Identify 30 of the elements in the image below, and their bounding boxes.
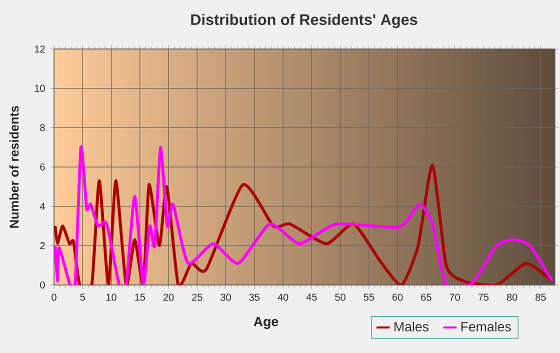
y-tick-label: 0 bbox=[40, 281, 45, 289]
x-tick-label: 85 bbox=[536, 294, 546, 301]
x-axis-title: Age bbox=[254, 316, 278, 329]
x-tick-label: 20 bbox=[163, 294, 174, 301]
y-tick-label: 10 bbox=[34, 84, 45, 92]
chart-title: Distribution of Residents' Ages bbox=[191, 14, 418, 28]
x-tick-label: 10 bbox=[106, 294, 116, 301]
y-tick-label: 12 bbox=[34, 46, 45, 52]
x-tick-label: 65 bbox=[421, 294, 432, 301]
x-tick-label: 45 bbox=[306, 294, 317, 301]
x-tick-label: 40 bbox=[278, 294, 288, 301]
x-tick-label: 55 bbox=[364, 294, 374, 301]
x-tick-label: 25 bbox=[192, 294, 202, 301]
x-tick-label: 30 bbox=[220, 294, 231, 301]
x-tick-label: 35 bbox=[249, 294, 260, 301]
x-tick-label: 5 bbox=[80, 294, 85, 301]
y-tick-label: 4 bbox=[40, 202, 46, 210]
x-tick-label: 70 bbox=[450, 294, 460, 301]
x-tick-label: 0 bbox=[52, 294, 56, 301]
y-tick-label: 6 bbox=[40, 163, 45, 171]
legend-label: Males bbox=[394, 322, 429, 332]
y-axis-title: Number of residents bbox=[9, 106, 19, 228]
x-tick-label: 50 bbox=[335, 294, 346, 301]
x-tick-label: 80 bbox=[506, 294, 518, 301]
x-tick-label: 75 bbox=[478, 294, 489, 301]
y-tick-label: 8 bbox=[40, 124, 45, 132]
x-tick-label: 15 bbox=[135, 294, 146, 301]
legend-label: Females bbox=[461, 322, 511, 332]
x-tick-label: 60 bbox=[392, 294, 403, 301]
y-tick-label: 2 bbox=[40, 242, 45, 250]
